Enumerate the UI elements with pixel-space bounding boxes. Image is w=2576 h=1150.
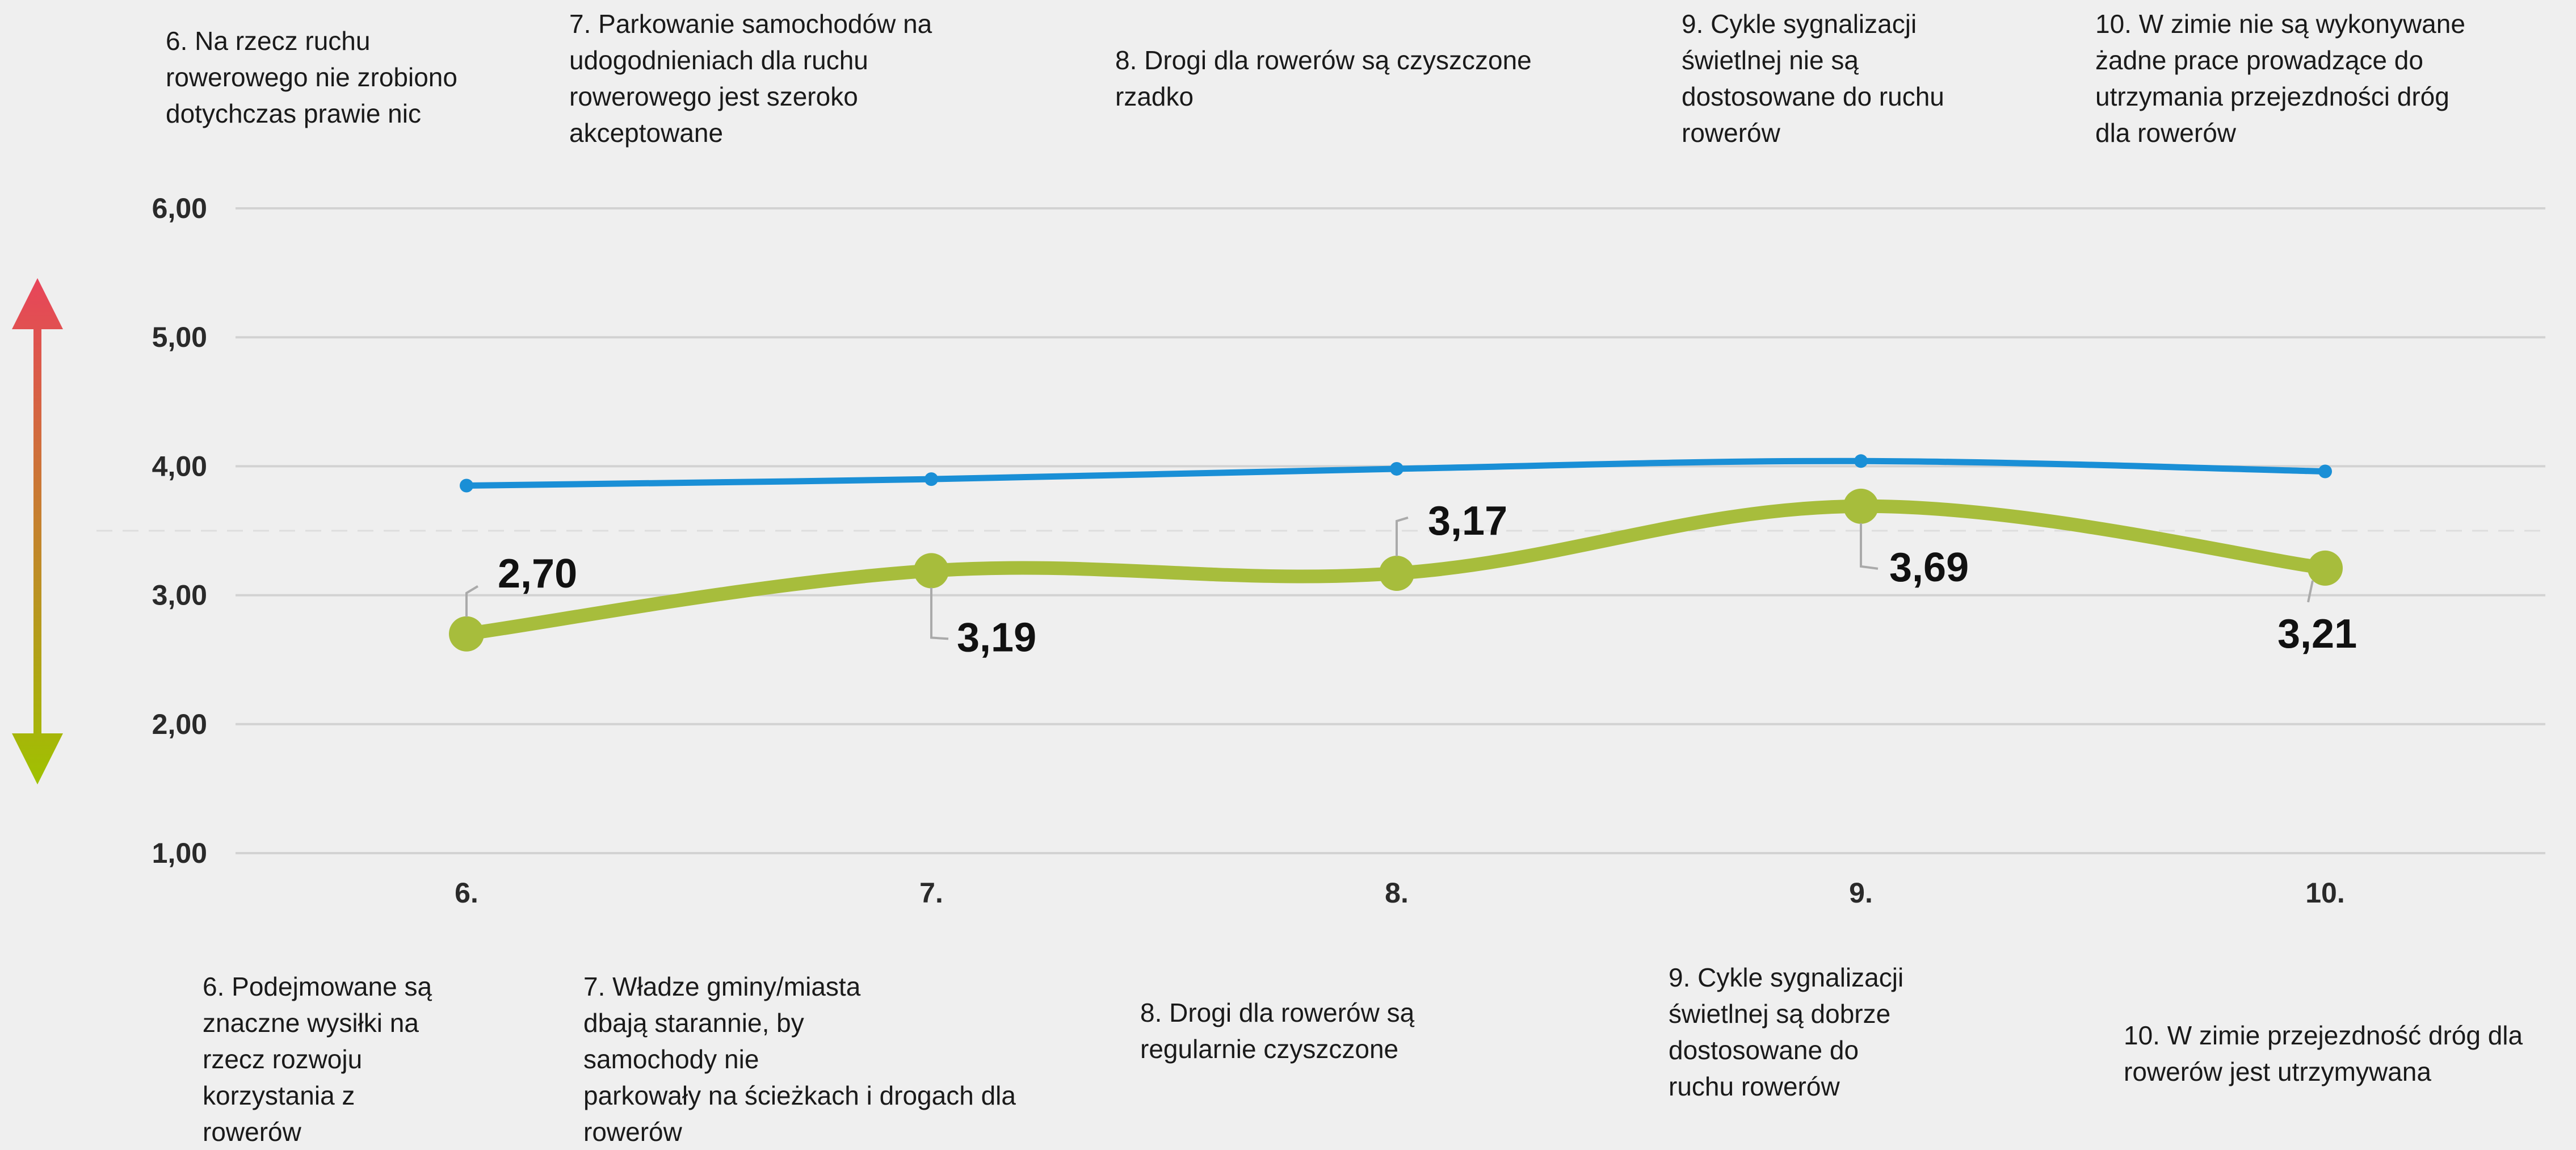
data-point-green: [2308, 550, 2343, 586]
data-label-leader: [1860, 523, 1879, 570]
data-label-leader: [465, 585, 479, 617]
data-label-green: 3,69: [1889, 545, 1969, 590]
data-label-green: 3,19: [957, 615, 1036, 660]
bottom-statement-9: 9. Cykle sygnalizacji świetlnej są dobrz…: [1669, 963, 1904, 1101]
y-tick-label: 5,00: [152, 321, 207, 353]
data-point-green: [449, 616, 484, 652]
top-statement-7: 7. Parkowanie samochodów na udogodnienia…: [569, 9, 932, 148]
data-label-leader: [2307, 580, 2314, 603]
top-statement-6: 6. Na rzecz ruchu rowerowego nie zrobion…: [166, 26, 457, 128]
y-tick-label: 6,00: [152, 192, 207, 224]
top-statement-9: 9. Cykle sygnalizacji świetlnej nie są d…: [1682, 9, 1944, 148]
data-label-leader: [1396, 517, 1409, 556]
data-point-blue: [1390, 461, 1403, 476]
data-point-blue: [2318, 464, 2332, 479]
top-statement-10: 10. W zimie nie są wykonywane żadne prac…: [2095, 9, 2465, 148]
x-tick-label: 7.: [919, 877, 943, 909]
bottom-statement-6: 6. Podejmowane są znaczne wysiłki na rze…: [203, 972, 432, 1147]
bottom-statement-10: 10. W zimie przejezdność dróg dla roweró…: [2124, 1021, 2523, 1086]
data-point-green: [1379, 555, 1414, 591]
x-tick-label: 9.: [1849, 877, 1873, 909]
data-point-blue: [460, 479, 473, 493]
data-label-green: 3,21: [2277, 611, 2357, 657]
x-tick-label: 10.: [2305, 877, 2345, 909]
data-point-blue: [924, 472, 938, 486]
y-tick-label: 3,00: [152, 580, 207, 611]
data-point-blue: [1854, 454, 1868, 468]
bottom-statement-7: 7. Władze gminy/miasta dbają starannie, …: [583, 972, 1016, 1147]
data-label-green: 3,17: [1428, 498, 1507, 544]
y-tick-label: 1,00: [152, 837, 207, 869]
x-tick-label: 8.: [1385, 877, 1409, 909]
scale-arrow-icon: [12, 278, 63, 784]
x-tick-label: 6.: [455, 877, 478, 909]
data-label-green: 2,70: [498, 551, 577, 597]
data-label-leader: [930, 587, 949, 640]
y-tick-label: 2,00: [152, 708, 207, 740]
data-point-green: [1843, 488, 1879, 524]
top-statement-8: 8. Drogi dla rowerów są czyszczone rzadk…: [1115, 45, 1532, 111]
bottom-statement-8: 8. Drogi dla rowerów są regularnie czysz…: [1140, 998, 1415, 1064]
y-tick-label: 4,00: [152, 450, 207, 482]
data-point-green: [914, 553, 949, 589]
